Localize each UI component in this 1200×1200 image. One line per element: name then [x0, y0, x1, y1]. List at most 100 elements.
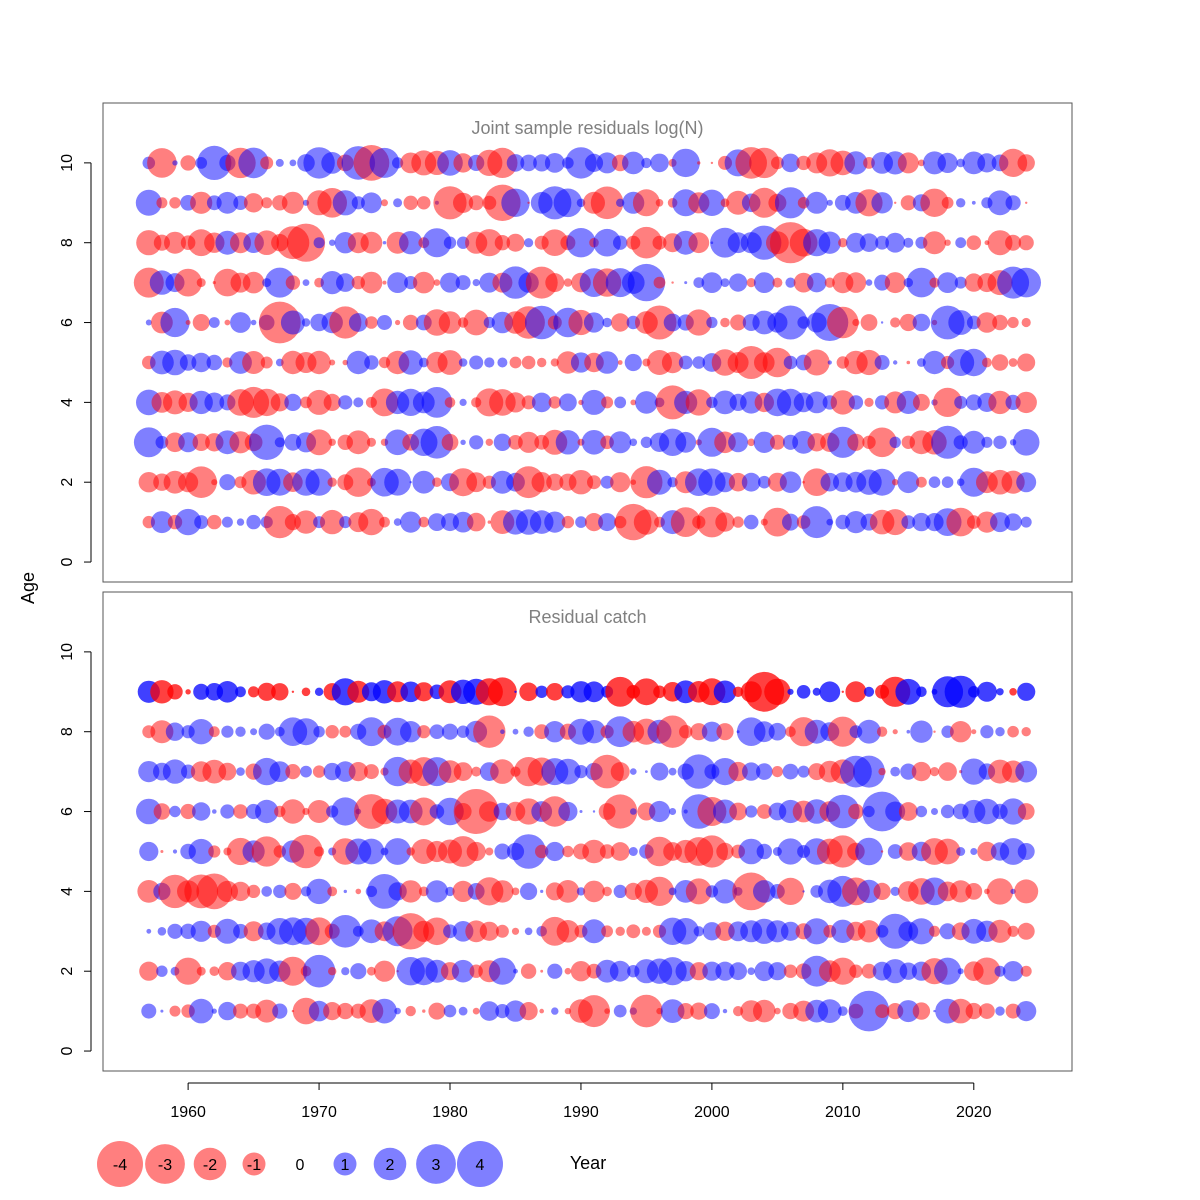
residual-bubble	[1005, 234, 1022, 251]
residual-bubble	[343, 467, 373, 497]
residual-bubble	[487, 147, 518, 178]
residual-bubble	[722, 1008, 728, 1014]
residual-bubble	[535, 844, 549, 859]
residual-bubble	[302, 279, 310, 286]
residual-bubble	[233, 195, 248, 210]
residual-bubble	[633, 509, 660, 535]
residual-bubble	[275, 158, 284, 167]
residual-bubble	[545, 841, 565, 862]
residual-bubble	[892, 729, 898, 735]
residual-bubble	[211, 1008, 217, 1014]
residual-bubble	[307, 800, 331, 823]
residual-bubble	[679, 725, 693, 739]
residual-bubble	[469, 435, 484, 450]
residual-bubble	[584, 513, 604, 532]
residual-bubble	[650, 153, 669, 173]
residual-bubble	[224, 319, 231, 326]
residual-bubble	[243, 921, 264, 942]
residual-bubble	[906, 729, 911, 734]
residual-bubble	[642, 305, 677, 340]
residual-bubble	[626, 924, 641, 939]
panel-frame	[102, 102, 1073, 583]
residual-bubble	[323, 393, 341, 411]
residual-bubble	[1000, 798, 1027, 825]
residual-bubble	[629, 438, 638, 447]
residual-bubble	[133, 427, 164, 458]
residual-bubble	[1014, 879, 1039, 904]
residual-bubble	[246, 514, 261, 530]
residual-bubble	[264, 267, 295, 298]
residual-bubble	[630, 994, 663, 1028]
residual-bubble	[857, 920, 881, 943]
residual-bubble	[908, 918, 935, 945]
residual-bubble	[179, 354, 197, 371]
residual-bubble	[1007, 316, 1019, 329]
residual-bubble	[703, 1003, 720, 1020]
residual-bubble	[949, 880, 972, 903]
residual-bubble	[630, 399, 637, 406]
residual-bubble	[768, 722, 787, 741]
residual-bubble	[965, 394, 982, 411]
residual-bubble	[216, 681, 239, 703]
residual-bubble	[899, 962, 917, 980]
residual-bubble	[655, 199, 664, 207]
residual-bubble	[630, 768, 637, 775]
residual-bubble	[590, 186, 624, 220]
residual-bubble	[278, 956, 308, 986]
residual-bubble	[939, 923, 956, 940]
x-tick-label: 2010	[825, 1104, 861, 1121]
residual-bubble	[826, 794, 860, 829]
residual-bubble	[251, 836, 282, 867]
residual-bubble	[746, 278, 756, 288]
residual-bubble	[361, 192, 382, 214]
residual-bubble	[893, 360, 898, 365]
y-tick-label: 0	[59, 1046, 76, 1055]
residual-bubble	[635, 391, 658, 414]
residual-bubble	[769, 434, 785, 450]
residual-bubble	[880, 850, 884, 853]
residual-bubble	[960, 348, 988, 377]
residual-bubble	[422, 1009, 426, 1013]
residual-bubble	[950, 721, 972, 743]
residual-bubble	[544, 153, 565, 173]
residual-bubble	[671, 281, 674, 284]
residual-bubble	[898, 802, 918, 821]
residual-bubble	[429, 724, 445, 739]
residual-bubble	[327, 886, 338, 897]
residual-bubble	[824, 277, 835, 288]
residual-bubble	[895, 678, 922, 705]
residual-bubble	[653, 276, 666, 289]
residual-bubble	[466, 512, 486, 532]
residual-bubble	[306, 429, 332, 456]
residual-bubble	[513, 968, 518, 974]
x-tick-label: 2000	[694, 1104, 730, 1121]
residual-bubble	[601, 925, 613, 938]
residual-bubble	[208, 845, 221, 858]
residual-bubble	[216, 191, 239, 214]
y-axis: 0 2 4 6 8 10	[59, 154, 92, 566]
residual-bubble	[1011, 267, 1041, 298]
residual-bubble	[753, 999, 776, 1023]
residual-bubble	[196, 278, 206, 288]
residual-bubble	[583, 681, 605, 703]
residual-bubble	[931, 425, 965, 459]
bubble-layer	[136, 671, 1039, 1032]
residual-bubble	[274, 437, 285, 448]
residual-bubble	[912, 512, 931, 532]
residual-bubble	[783, 355, 798, 370]
residual-bubble	[320, 509, 345, 535]
residual-bubble	[289, 159, 297, 167]
residual-bubble	[776, 877, 805, 906]
residual-bubble	[964, 273, 983, 292]
residual-bubble	[826, 835, 859, 868]
residual-bubble	[313, 237, 325, 249]
residual-bubble	[610, 472, 631, 493]
residual-bubble	[167, 684, 183, 700]
residual-bubble	[900, 763, 917, 780]
residual-bubble	[675, 961, 696, 982]
panel-joint-sample-residuals: 0 2 4 6 8 10 Joint sample residuals log(N)	[59, 102, 1073, 583]
residual-bubble	[783, 964, 798, 978]
residual-bubble	[373, 960, 396, 982]
residual-bubble	[596, 152, 618, 174]
legend-bubble	[97, 1141, 143, 1187]
